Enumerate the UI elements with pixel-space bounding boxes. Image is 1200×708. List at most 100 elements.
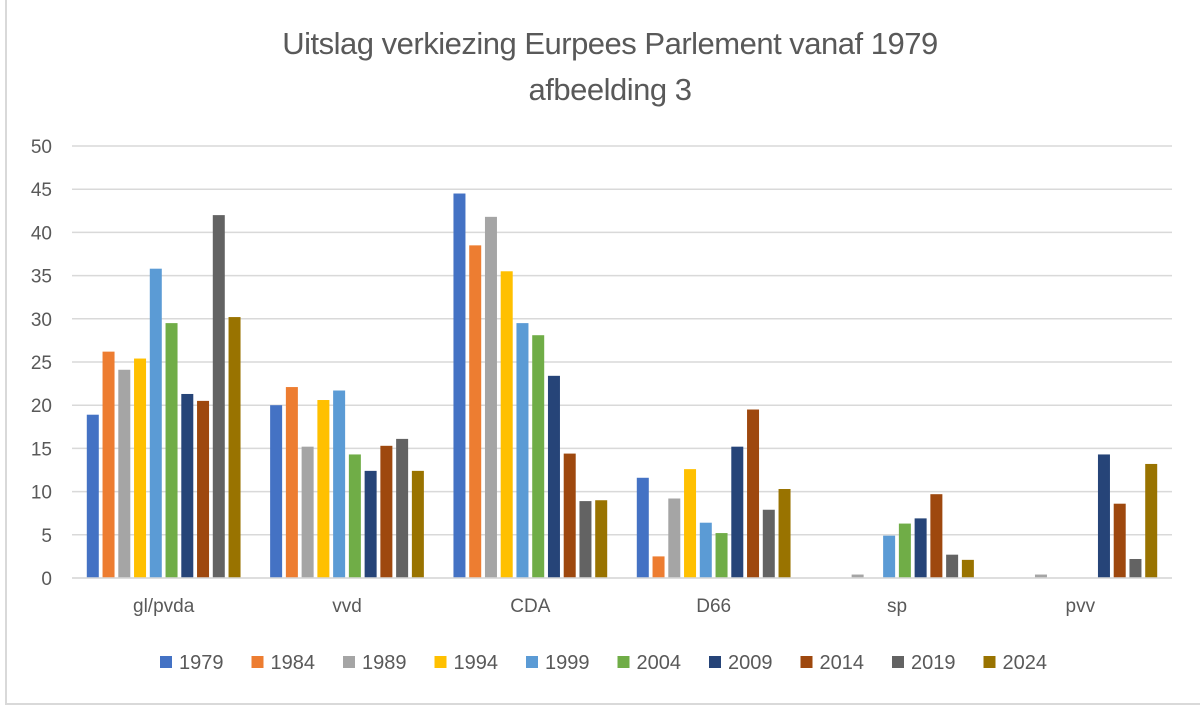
y-tick-label: 5 <box>41 526 52 547</box>
bar-CDA-1994 <box>500 271 513 578</box>
y-tick-label: 20 <box>31 396 52 417</box>
bar-glpvda-2009 <box>181 393 194 578</box>
legend-swatch <box>343 656 355 668</box>
y-tick-label: 30 <box>31 310 52 331</box>
legend-swatch <box>983 656 996 668</box>
bar-glpvda-2019 <box>212 215 225 578</box>
bar-sp-2014 <box>930 494 943 578</box>
bar-CDA-2014 <box>563 453 576 578</box>
y-tick-label: 0 <box>41 569 52 590</box>
x-tick-label: vvd <box>332 596 362 617</box>
bar-sp-1989 <box>851 574 864 578</box>
bar-D66-2024 <box>778 489 791 578</box>
legend-label: 2014 <box>820 652 865 674</box>
legend-swatch <box>892 656 904 668</box>
y-tick-label: 15 <box>31 439 52 460</box>
bar-glpvda-2004 <box>165 323 178 578</box>
bar-glpvda-1989 <box>118 369 131 578</box>
bar-pvv-1989 <box>1034 574 1047 578</box>
bar-vvd-1989 <box>301 446 314 578</box>
x-axis: gl/pvda vvd CDA D66 sp pvv <box>72 577 1172 617</box>
bar-glpvda-2024 <box>228 317 241 578</box>
legend-swatch <box>434 656 447 668</box>
bar-sp-1999 <box>883 535 896 578</box>
bar-D66-1994 <box>684 469 697 578</box>
bar-CDA-2009 <box>547 375 560 578</box>
legend-label: 2004 <box>637 652 682 674</box>
legend-item: 2009 <box>709 652 773 674</box>
bar-vvd-2019 <box>396 438 409 578</box>
legend-swatch <box>709 656 721 668</box>
bar-sp-2009 <box>914 518 927 578</box>
x-tick-label: sp <box>887 596 907 617</box>
bar-vvd-1979 <box>270 405 283 578</box>
legend-item: 1999 <box>526 652 590 674</box>
bar-glpvda-1984 <box>102 351 115 578</box>
legend-label: 1989 <box>362 652 407 674</box>
bar-sp-2004 <box>898 523 911 578</box>
legend-label: 1994 <box>454 652 499 674</box>
y-tick-label: 35 <box>31 267 52 288</box>
legend-item: 2024 <box>983 652 1048 674</box>
bar-vvd-2014 <box>380 445 393 578</box>
y-tick-label: 10 <box>31 483 52 504</box>
bar-vvd-1994 <box>317 400 330 578</box>
bar-sp-2024 <box>961 559 974 578</box>
bar-vvd-1999 <box>333 390 346 578</box>
y-tick-label: 25 <box>31 353 52 374</box>
x-tick-label: pvv <box>1066 596 1096 617</box>
legend-swatch <box>526 656 538 668</box>
bar-glpvda-1999 <box>149 268 162 578</box>
bar-sp-2019 <box>946 554 959 578</box>
legend-swatch <box>800 656 813 668</box>
legend-label: 1984 <box>271 652 316 674</box>
bar-D66-1984 <box>652 556 665 578</box>
x-tick-label: D66 <box>696 596 731 617</box>
bar-CDA-1979 <box>453 193 466 578</box>
chart-title: Uitslag verkiezing Eurpees Parlement van… <box>282 26 938 61</box>
y-tick-label: 50 <box>31 137 52 158</box>
y-tick-label: 45 <box>31 180 52 201</box>
bar-glpvda-2014 <box>197 400 210 578</box>
x-tick-label: gl/pvda <box>133 596 195 617</box>
bar-D66-2009 <box>731 446 744 578</box>
legend-item: 2019 <box>892 652 956 674</box>
bar-vvd-2024 <box>411 470 424 578</box>
legend-item: 2004 <box>617 652 682 674</box>
bar-CDA-2019 <box>579 501 592 578</box>
bar-vvd-2009 <box>364 470 377 578</box>
bar-pvv-2024 <box>1145 463 1158 578</box>
bar-D66-2019 <box>762 509 775 578</box>
legend-swatch <box>160 656 172 668</box>
bar-D66-2004 <box>715 533 728 578</box>
gridlines <box>72 145 1172 579</box>
bar-glpvda-1994 <box>134 358 147 578</box>
chart-subtitle: afbeelding 3 <box>528 72 692 107</box>
bar-CDA-2004 <box>532 335 545 578</box>
bar-CDA-1989 <box>484 216 497 578</box>
bar-CDA-1999 <box>516 323 529 578</box>
bar-D66-1979 <box>636 477 649 578</box>
legend-label: 2019 <box>911 652 956 674</box>
y-tick-label: 40 <box>31 223 52 244</box>
legend-swatch <box>617 656 630 668</box>
legend-item: 1984 <box>251 652 316 674</box>
bar-pvv-2019 <box>1129 558 1142 578</box>
x-tick-label: CDA <box>510 596 550 617</box>
legend-label: 2009 <box>728 652 773 674</box>
bar-vvd-1984 <box>285 387 298 578</box>
legend: 1979 1984 1989 1994 1999 2004 2009 2014 2019 2024 <box>160 652 1047 674</box>
bars <box>86 193 1158 579</box>
bar-CDA-2024 <box>595 500 608 578</box>
y-axis: 0 5 10 15 20 25 30 35 40 45 50 <box>31 137 52 590</box>
bar-CDA-1984 <box>469 245 482 579</box>
legend-item: 1979 <box>160 652 224 674</box>
legend-label: 1999 <box>545 652 590 674</box>
legend-label: 2024 <box>1003 652 1048 674</box>
bar-vvd-2004 <box>348 454 361 578</box>
legend-item: 2014 <box>800 652 865 674</box>
legend-item: 1994 <box>434 652 499 674</box>
chart-border <box>5 0 1200 705</box>
legend-label: 1979 <box>179 652 224 674</box>
